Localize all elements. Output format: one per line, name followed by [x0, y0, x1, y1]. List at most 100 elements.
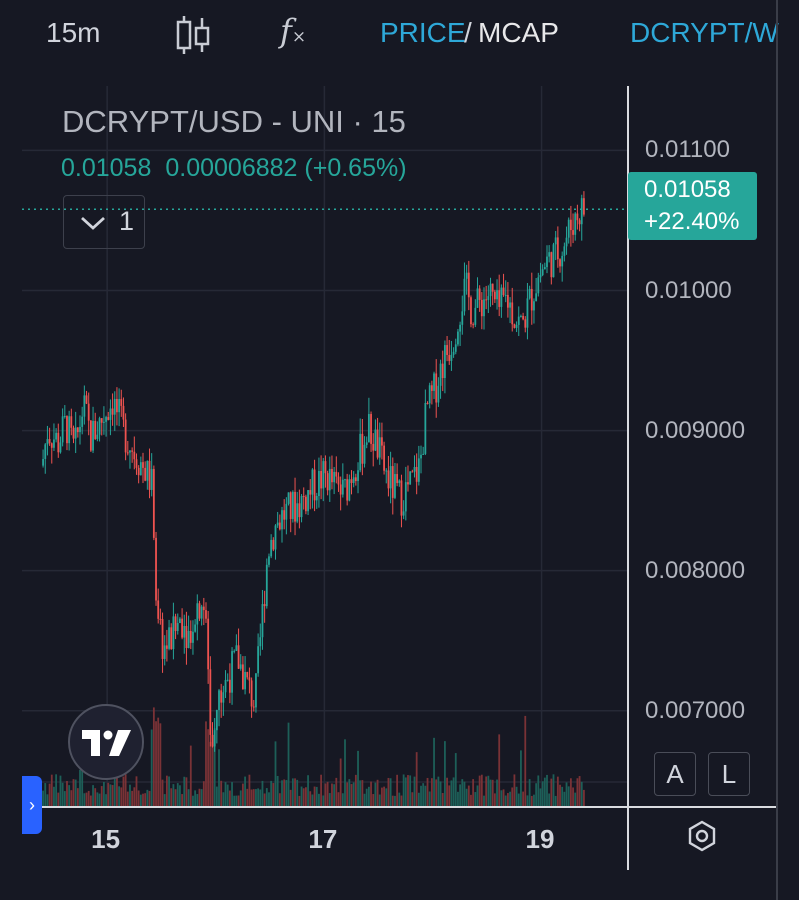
tab-price[interactable]: PRICE [380, 17, 466, 48]
volume-bar [556, 776, 559, 806]
candle-body [580, 198, 583, 225]
volume-bar [541, 781, 544, 806]
candlestick-icon[interactable] [174, 14, 214, 56]
candle-body [142, 462, 144, 468]
candle-body [556, 237, 559, 260]
volume-bar [530, 795, 533, 806]
candle-body [263, 604, 266, 607]
candle-body [463, 278, 466, 312]
volume-bar [105, 794, 107, 806]
candle-body [42, 458, 44, 466]
volume-bar [109, 784, 112, 806]
legend-collapse-button[interactable]: 1 [63, 195, 145, 249]
candle-body [565, 237, 568, 247]
candle-body [452, 351, 455, 355]
candle-body [98, 418, 101, 435]
candle-body [387, 470, 390, 489]
volume-bar [76, 788, 79, 806]
candle-body [174, 616, 177, 631]
volume-bar [578, 776, 581, 806]
candle-body [376, 429, 379, 458]
candle-body [439, 363, 442, 386]
candle-body [124, 419, 127, 453]
candle-body [300, 496, 303, 518]
candle-body [94, 420, 97, 439]
legend-indicator-count: 1 [119, 206, 135, 236]
candle-body [535, 293, 538, 302]
volume-bar [196, 794, 199, 806]
volume-bar [387, 777, 390, 806]
fx-icon[interactable]: f× [280, 12, 307, 50]
volume-bar [470, 794, 472, 806]
candle-body [489, 283, 492, 297]
candle-body [159, 618, 162, 620]
settings-icon[interactable] [684, 818, 720, 854]
interval-button[interactable]: 15m [46, 17, 101, 48]
candle-body [517, 316, 520, 325]
volume-bar [233, 795, 236, 806]
candle-body [44, 444, 47, 459]
volume-bar [341, 793, 344, 806]
tradingview-logo[interactable] [68, 704, 144, 780]
volume-bar [537, 775, 540, 806]
volume-bar [205, 721, 207, 806]
candle-body [231, 651, 233, 693]
volume-bar [168, 776, 170, 806]
candle-body [533, 301, 535, 311]
candle-body [578, 220, 581, 225]
candle-body [261, 604, 264, 638]
volume-bar [561, 786, 564, 806]
volume-bar [324, 783, 327, 806]
candle-body [257, 646, 260, 674]
candle-body [46, 439, 49, 445]
volume-bar [66, 781, 68, 806]
volume-bar [535, 783, 538, 806]
candle-body [331, 468, 333, 483]
volume-bar [309, 791, 312, 806]
legend-value: 0.01058 [61, 154, 152, 182]
log-scale-button[interactable]: L [708, 752, 750, 796]
volume-bar [163, 794, 166, 806]
volume-bar [461, 779, 464, 806]
volume-bar [550, 778, 553, 806]
price-tick-label: 0.009000 [645, 416, 746, 444]
volume-bar [307, 775, 309, 806]
volume-bar [502, 789, 505, 806]
candle-body [48, 439, 51, 444]
candle-body [237, 645, 240, 669]
volume-bar [103, 781, 105, 806]
tab-separator: / [464, 17, 472, 48]
volume-bar [239, 790, 242, 806]
volume-bar [439, 781, 442, 806]
candle-body [183, 625, 186, 638]
volume-bar [391, 795, 394, 806]
candle-body [554, 237, 557, 245]
candle-body [294, 491, 296, 522]
tab-mcap[interactable]: MCAP [478, 17, 559, 48]
tab-pair[interactable]: DCRYPT/W [630, 17, 779, 48]
volume-bar [124, 774, 127, 806]
candle-body [417, 458, 420, 482]
candle-body [70, 416, 73, 428]
candle-body [430, 385, 433, 391]
candle-body [302, 496, 305, 498]
auto-scale-button[interactable]: A [654, 752, 696, 796]
candle-body [335, 471, 338, 477]
volume-bar [326, 781, 329, 806]
candle-body [502, 287, 505, 296]
candle-body [472, 324, 475, 326]
volume-bar [146, 789, 149, 806]
candle-body [400, 480, 403, 516]
side-panel-toggle[interactable]: › [22, 776, 42, 834]
candle-body [233, 650, 236, 652]
candle-body [389, 466, 392, 489]
candle-body [76, 427, 79, 433]
volume-bar [300, 786, 303, 806]
candle-body [513, 324, 516, 328]
volume-bar [493, 793, 496, 806]
panel-divider [776, 0, 778, 900]
date-tick-label: 19 [525, 824, 555, 854]
candle-body [378, 437, 381, 458]
volume-bar [413, 776, 416, 806]
